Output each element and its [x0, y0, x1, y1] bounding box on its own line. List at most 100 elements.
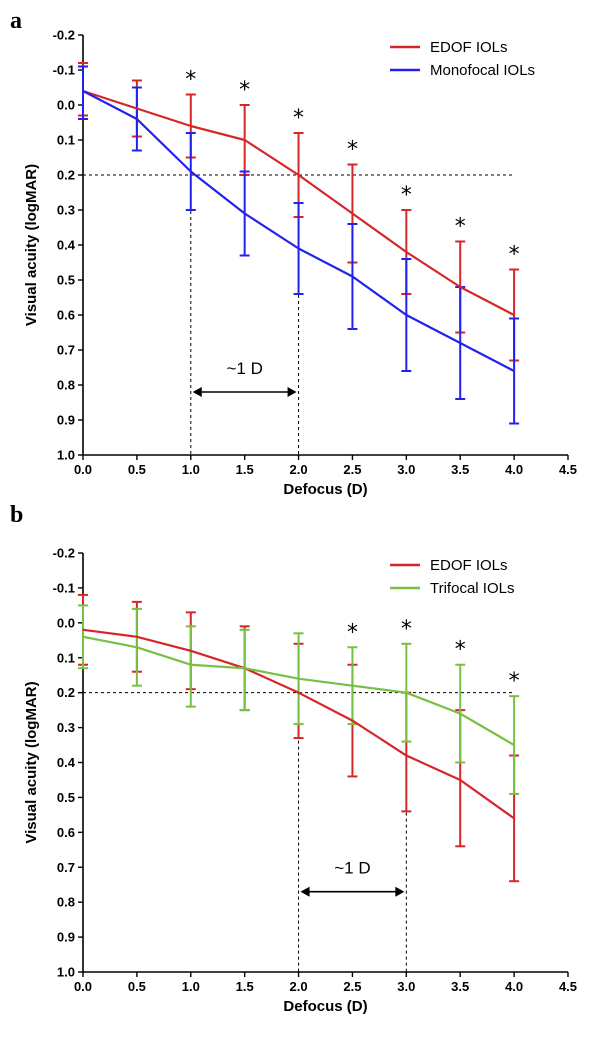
y-axis-title: Visual acuity (logMAR)	[23, 681, 40, 843]
x-tick-label: 2.0	[290, 979, 308, 994]
data-point	[513, 370, 515, 372]
legend-label: EDOF IOLs	[430, 557, 508, 574]
y-tick-label: 0.5	[57, 273, 75, 288]
x-tick-label: 2.5	[343, 462, 361, 477]
data-point	[513, 314, 515, 316]
data-point	[513, 744, 515, 746]
data-point	[82, 629, 84, 631]
x-tick-label: 4.5	[559, 462, 577, 477]
x-tick-label: 3.0	[397, 462, 415, 477]
y-tick-label: 0.6	[57, 308, 75, 323]
data-point	[189, 663, 192, 666]
significance-star: *	[455, 638, 466, 663]
y-tick-label: 0.4	[57, 755, 76, 770]
data-point	[351, 212, 354, 215]
data-point	[82, 636, 84, 638]
data-point	[351, 275, 354, 278]
data-point	[82, 90, 84, 92]
data-point	[243, 212, 246, 215]
arrowhead-left	[192, 387, 202, 397]
data-point	[459, 286, 462, 288]
data-point	[189, 170, 192, 173]
x-axis-title: Defocus (D)	[283, 481, 367, 498]
x-tick-label: 2.0	[290, 462, 308, 477]
y-tick-label: -0.1	[53, 63, 75, 78]
x-tick-label: 4.0	[505, 979, 523, 994]
y-tick-label: -0.2	[53, 546, 75, 561]
data-point	[459, 342, 462, 344]
data-point	[405, 314, 408, 316]
x-tick-label: 4.0	[505, 462, 523, 477]
arrowhead-left	[300, 886, 310, 897]
y-tick-label: -0.1	[53, 580, 75, 595]
data-point	[405, 754, 408, 757]
y-tick-label: 0.9	[57, 930, 75, 945]
y-tick-label: 1.0	[57, 965, 75, 980]
significance-star: *	[293, 106, 304, 131]
y-tick-label: 0.7	[57, 343, 75, 358]
significance-star: *	[347, 620, 358, 645]
significance-star: *	[401, 617, 412, 642]
significance-star: *	[401, 183, 412, 208]
x-tick-label: 4.5	[559, 979, 577, 994]
data-point	[189, 649, 192, 652]
data-point	[136, 118, 138, 120]
data-point	[297, 691, 300, 694]
y-tick-label: 1.0	[57, 448, 75, 463]
y-tick-label: 0.2	[57, 685, 75, 700]
x-tick-label: 1.0	[182, 979, 200, 994]
data-point	[297, 247, 300, 250]
arrowhead-right	[395, 886, 405, 897]
y-tick-label: 0.0	[57, 98, 75, 113]
x-tick-label: 0.5	[128, 979, 146, 994]
y-tick-label: 0.7	[57, 860, 75, 875]
y-tick-label: 0.0	[57, 615, 75, 630]
data-point	[351, 719, 354, 722]
y-tick-label: 0.5	[57, 790, 75, 805]
legend-label: EDOF IOLs	[430, 39, 508, 56]
data-point	[136, 107, 138, 110]
x-tick-label: 1.0	[182, 462, 200, 477]
x-tick-label: 2.5	[343, 979, 361, 994]
data-point	[136, 646, 138, 649]
legend-label: Monofocal IOLs	[430, 62, 535, 79]
data-point	[136, 636, 138, 638]
data-point	[297, 174, 300, 176]
significance-star: *	[509, 669, 520, 694]
x-tick-label: 3.0	[397, 979, 415, 994]
chart-panel-a: a -0.2 -0.1 0.0 0.1 0.2 0.3 0.4 0.5 0.6 0.7 0.8 0.9 1…	[10, 8, 577, 498]
panel-label: a	[10, 8, 22, 34]
data-point	[189, 125, 192, 127]
y-tick-label: 0.3	[57, 203, 75, 218]
x-axis-title: Defocus (D)	[283, 998, 367, 1015]
x-tick-label: 1.5	[236, 462, 254, 477]
y-tick-label: 0.8	[57, 895, 75, 910]
y-axis-title: Visual acuity (logMAR)	[23, 164, 40, 326]
data-point	[351, 684, 354, 687]
y-tick-label: 0.2	[57, 168, 75, 183]
y-tick-label: 0.4	[57, 238, 76, 253]
data-point	[243, 667, 246, 670]
y-tick-label: 0.9	[57, 413, 75, 428]
data-point	[459, 712, 462, 715]
bracket-annotation: ~1 D	[334, 859, 370, 878]
x-tick-label: 3.5	[451, 979, 469, 994]
significance-star: *	[509, 243, 520, 268]
x-tick-label: 0.5	[128, 462, 146, 477]
x-tick-label: 1.5	[236, 979, 254, 994]
data-point	[405, 251, 408, 253]
data-point	[297, 677, 300, 680]
x-tick-label: 0.0	[74, 979, 92, 994]
x-tick-label: 3.5	[451, 462, 469, 477]
y-tick-label: 0.3	[57, 720, 75, 735]
significance-star: *	[347, 138, 358, 163]
x-tick-label: 0.0	[74, 462, 92, 477]
chart-panel-b: b -0.2 -0.1 0.0 0.1 0.2 0.3 0.4 0.5 0.6 0.7 0.8 0.9 1…	[10, 502, 577, 1015]
data-point	[243, 139, 246, 141]
data-point	[459, 779, 462, 781]
panel-label: b	[10, 502, 23, 528]
legend-label: Trifocal IOLs	[430, 580, 514, 597]
data-point	[405, 691, 408, 694]
significance-star: *	[185, 68, 196, 93]
